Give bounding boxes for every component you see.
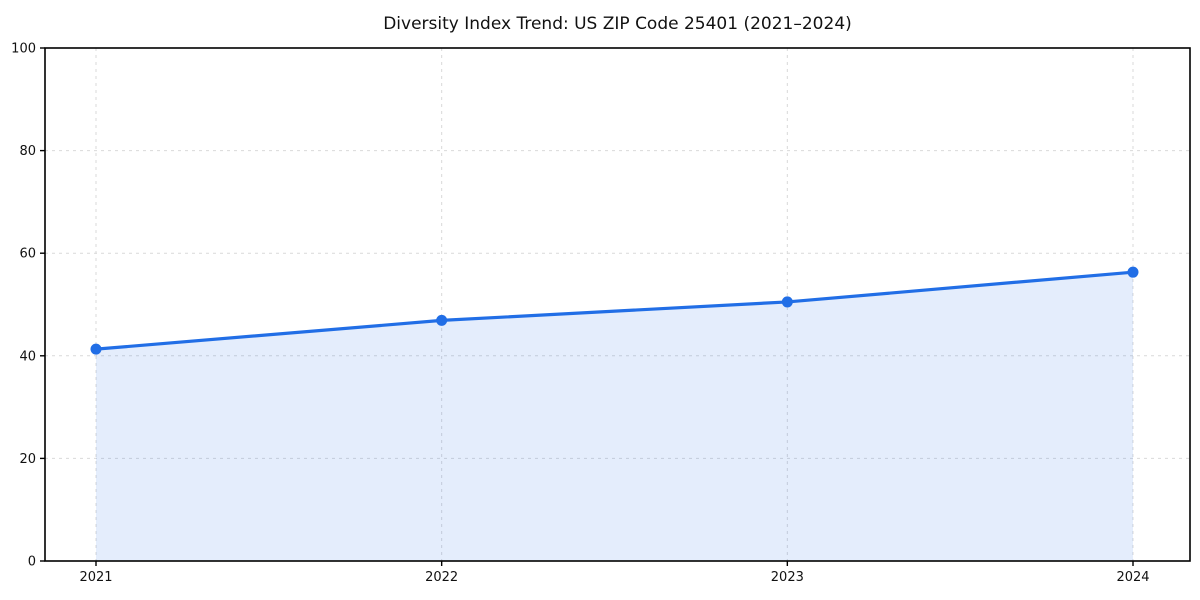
data-point-2022 <box>436 314 448 326</box>
y-tick-label-100: 100 <box>11 42 36 57</box>
data-point-2024 <box>1127 266 1139 278</box>
y-tick-label-80: 80 <box>19 144 36 159</box>
area-fill <box>96 272 1133 561</box>
axes-border <box>44 47 1191 562</box>
data-point-2021 <box>90 343 102 355</box>
y-tick-label-20: 20 <box>19 452 36 467</box>
x-tick-label-2021: 2021 <box>79 570 112 585</box>
y-tick-label-40: 40 <box>19 349 36 364</box>
x-tick-label-2022: 2022 <box>425 570 458 585</box>
data-point-2023 <box>781 296 793 308</box>
chart-title: Diversity Index Trend: US ZIP Code 25401… <box>383 14 852 34</box>
y-tick-label-60: 60 <box>19 247 36 262</box>
trend-line <box>94 270 1135 351</box>
x-tick-label-2024: 2024 <box>1116 570 1149 585</box>
x-tick-label-2023: 2023 <box>771 570 804 585</box>
y-tick-label-0: 0 <box>28 555 36 570</box>
